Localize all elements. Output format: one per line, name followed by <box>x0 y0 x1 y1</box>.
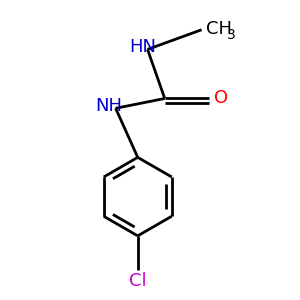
Text: NH: NH <box>95 97 122 115</box>
Text: 3: 3 <box>227 28 236 42</box>
Text: Cl: Cl <box>129 272 146 290</box>
Text: HN: HN <box>129 38 156 56</box>
Text: O: O <box>214 89 228 107</box>
Text: CH: CH <box>206 20 232 38</box>
